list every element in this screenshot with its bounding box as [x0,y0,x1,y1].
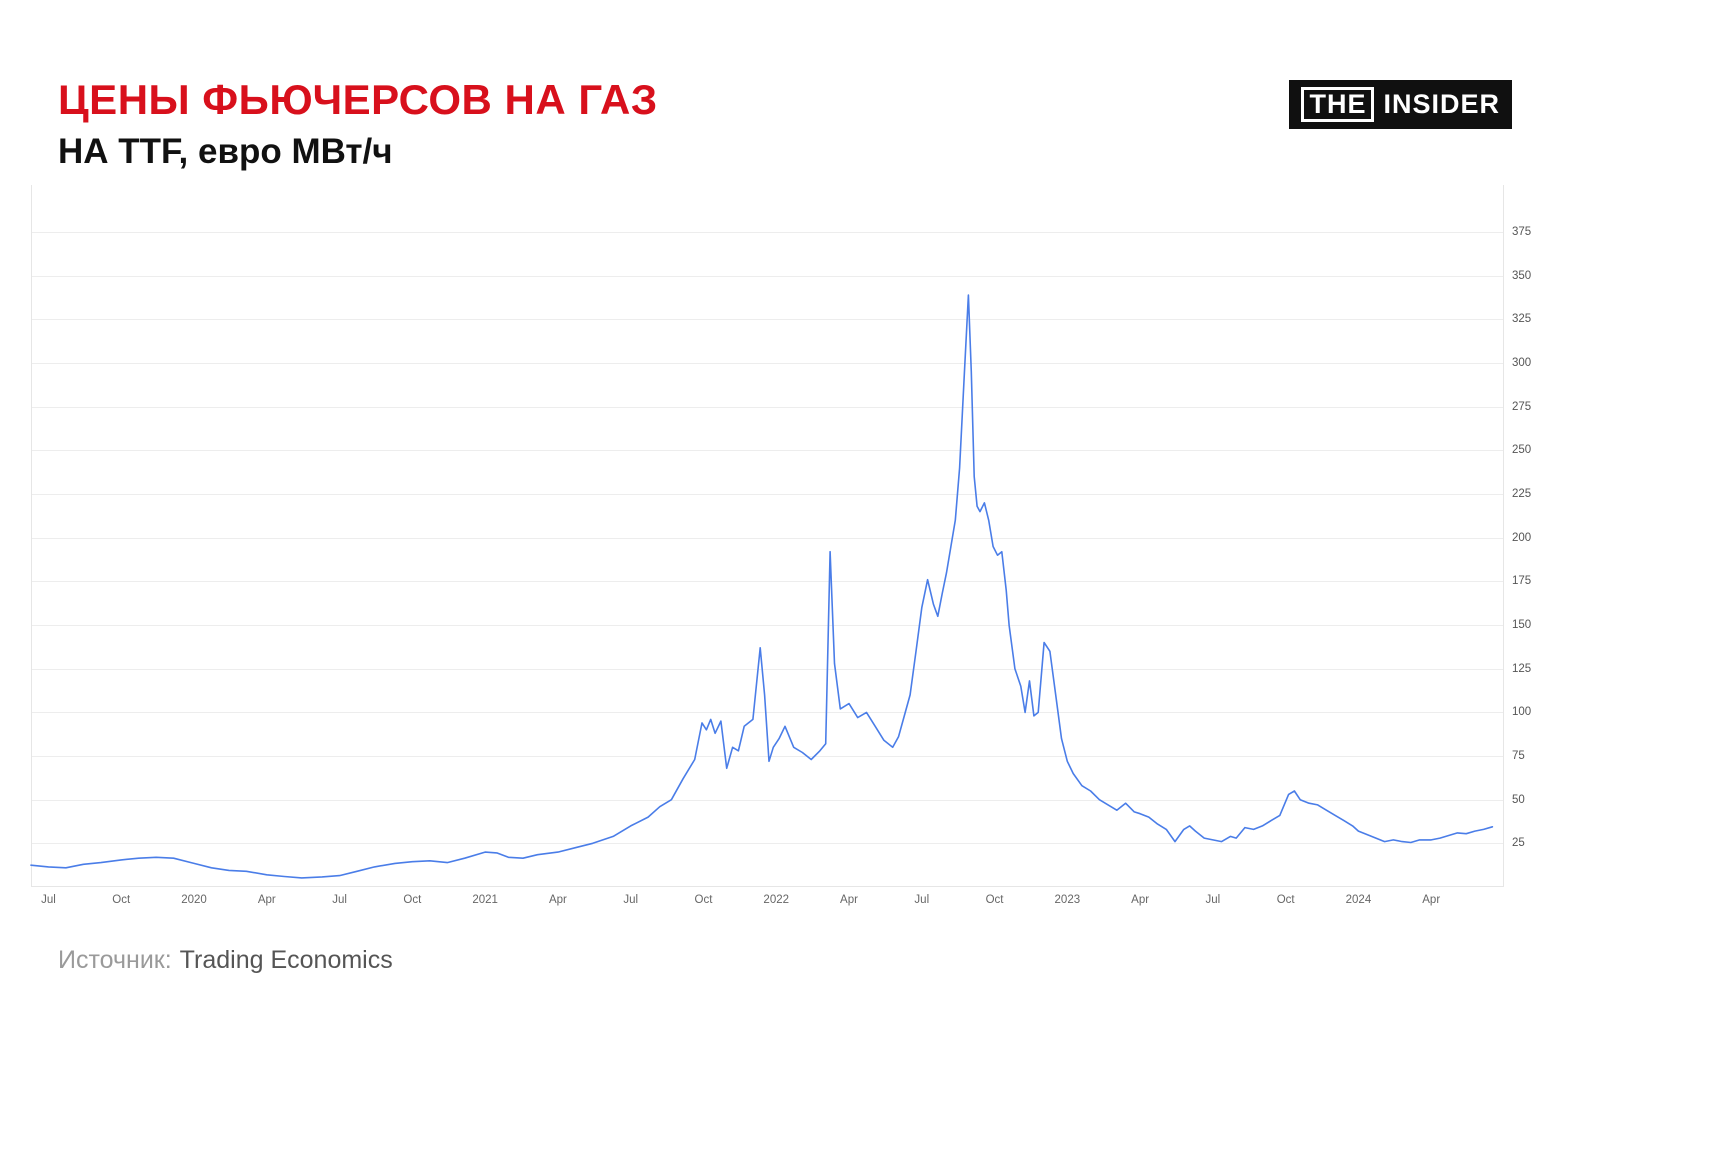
x-tick-label: Jul [623,894,639,906]
y-tick-label: 275 [1512,400,1532,413]
x-tick-label: 2024 [1345,894,1372,906]
y-tick-label: 25 [1512,837,1525,850]
y-tick-label: 350 [1512,269,1532,282]
logo-insider-text: INSIDER [1383,89,1500,120]
x-tick-label: Oct [1276,894,1295,906]
x-tick-label: 2020 [181,894,207,906]
y-axis-labels: 25 50 75 100 125 150 175 200 225 250 275 300 325 350 3… [1504,185,1550,887]
page-subtitle: НА TTF, евро МВт/ч [58,132,393,172]
x-tick-label: Oct [403,894,422,906]
y-tick-label: 300 [1512,357,1532,370]
y-tick-label: 325 [1512,313,1532,326]
y-tick-label: 150 [1512,619,1532,632]
the-insider-logo: THE INSIDER [1289,80,1512,130]
x-tick-label: Apr [1422,894,1441,906]
y-tick-label: 200 [1512,531,1532,544]
x-tick-label: Apr [257,894,276,906]
plot-area [30,185,1504,887]
x-tick-label: 2022 [763,894,790,906]
x-tick-label: 2023 [1054,894,1081,906]
y-tick-label: 250 [1512,444,1532,457]
x-tick-label: Oct [985,894,1004,906]
x-tick-label: Oct [112,894,131,906]
x-tick-label: Apr [840,894,858,906]
x-tick-label: Apr [1131,894,1150,906]
x-tick-label: Jul [1205,894,1221,906]
x-tick-label: Apr [548,894,567,906]
y-tick-label: 75 [1512,750,1525,763]
page-title: ЦЕНЫ ФЬЮЧЕРСОВ НА ГАЗ [58,76,658,123]
chart-header: ЦЕНЫ ФЬЮЧЕРСОВ НА ГАЗ НА TTF, евро МВт/ч [58,76,658,172]
source-line: Источник: Trading Economics [58,946,393,975]
y-tick-label: 100 [1512,706,1532,719]
x-tick-label: Jul [914,894,930,906]
x-tick-label: Jul [332,894,347,906]
y-tick-label: 125 [1512,662,1532,675]
x-tick-label: Jul [41,894,56,906]
y-tick-label: 225 [1512,488,1532,501]
source-value: Trading Economics [179,946,393,974]
logo-the-box: THE [1301,87,1375,123]
y-tick-label: 375 [1512,226,1532,239]
line-chart: 25 50 75 100 125 150 175 200 225 250 275 300 325 350 3… [30,185,1531,906]
x-tick-label: Oct [694,894,713,906]
price-line [30,294,1494,879]
x-axis-labels: Jul Oct 2020 Apr Jul Oct 2021 Apr Jul Oct 2022 Apr J… [31,887,1504,907]
x-tick-label: 2021 [472,894,498,906]
source-label: Источник: [58,946,172,974]
y-tick-label: 50 [1512,793,1525,806]
y-tick-label: 175 [1512,575,1532,588]
